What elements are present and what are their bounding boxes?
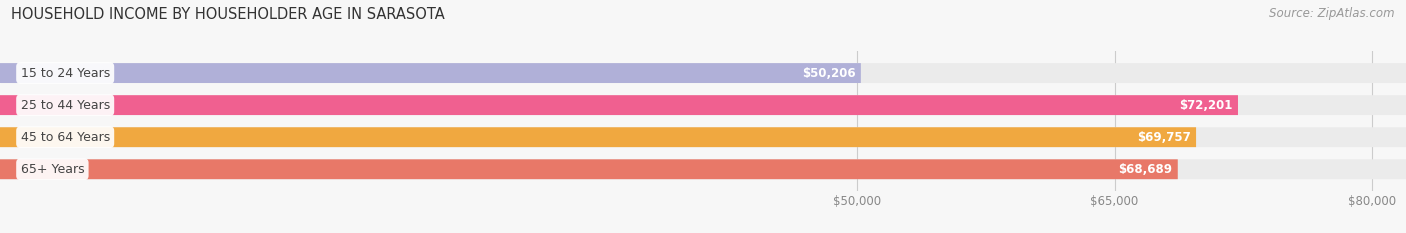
Text: 15 to 24 Years: 15 to 24 Years — [21, 67, 110, 79]
FancyBboxPatch shape — [0, 159, 1406, 179]
FancyBboxPatch shape — [0, 159, 1178, 179]
Text: $72,201: $72,201 — [1180, 99, 1233, 112]
Text: Source: ZipAtlas.com: Source: ZipAtlas.com — [1270, 7, 1395, 20]
Text: $68,689: $68,689 — [1119, 163, 1173, 176]
FancyBboxPatch shape — [0, 127, 1197, 147]
Text: 25 to 44 Years: 25 to 44 Years — [21, 99, 110, 112]
Text: 45 to 64 Years: 45 to 64 Years — [21, 131, 110, 144]
FancyBboxPatch shape — [0, 95, 1239, 115]
Text: HOUSEHOLD INCOME BY HOUSEHOLDER AGE IN SARASOTA: HOUSEHOLD INCOME BY HOUSEHOLDER AGE IN S… — [11, 7, 444, 22]
FancyBboxPatch shape — [0, 63, 1406, 83]
FancyBboxPatch shape — [0, 63, 860, 83]
Text: 65+ Years: 65+ Years — [21, 163, 84, 176]
Text: $50,206: $50,206 — [801, 67, 856, 79]
Text: $69,757: $69,757 — [1137, 131, 1191, 144]
FancyBboxPatch shape — [0, 127, 1406, 147]
FancyBboxPatch shape — [0, 95, 1406, 115]
